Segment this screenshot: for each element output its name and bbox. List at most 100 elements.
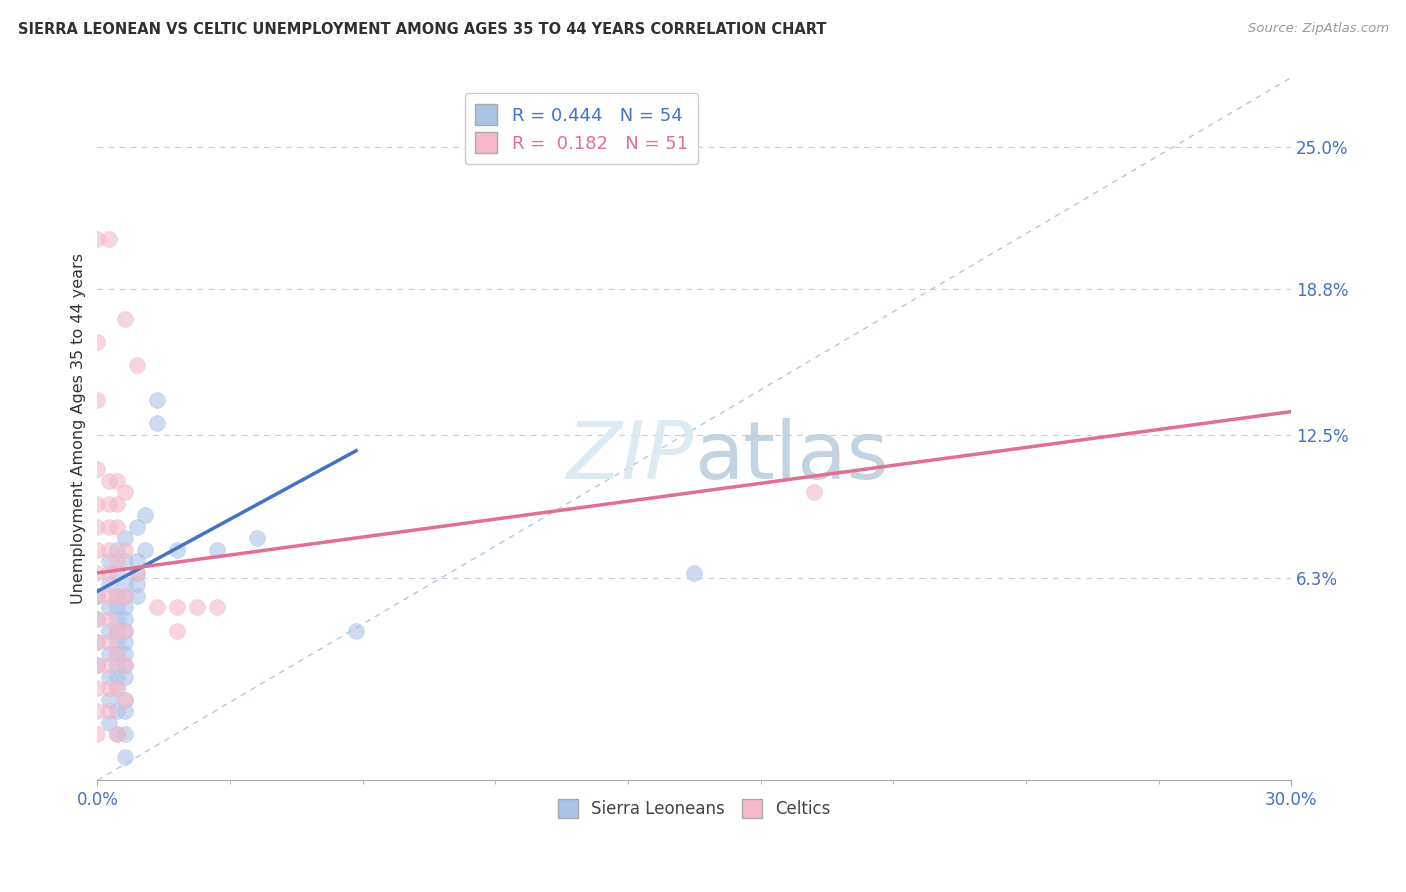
Point — [86, 335, 108, 350]
Point — [114, 554, 136, 568]
Text: atlas: atlas — [695, 418, 889, 496]
Point — [105, 658, 128, 673]
Point — [98, 520, 121, 534]
Point — [114, 727, 136, 741]
Point — [98, 577, 121, 591]
Point — [344, 624, 367, 638]
Point — [146, 600, 169, 615]
Y-axis label: Unemployment Among Ages 35 to 44 years: Unemployment Among Ages 35 to 44 years — [72, 253, 86, 605]
Legend: Sierra Leoneans, Celtics: Sierra Leoneans, Celtics — [551, 792, 837, 825]
Point — [134, 508, 156, 523]
Point — [98, 715, 121, 730]
Point — [166, 624, 188, 638]
Point — [166, 600, 188, 615]
Point — [105, 727, 128, 741]
Point — [86, 497, 108, 511]
Point — [86, 681, 108, 695]
Point — [105, 542, 128, 557]
Point — [127, 589, 149, 603]
Point — [105, 600, 128, 615]
Point — [98, 681, 121, 695]
Point — [98, 647, 121, 661]
Point — [114, 647, 136, 661]
Point — [114, 658, 136, 673]
Point — [105, 624, 128, 638]
Point — [105, 681, 128, 695]
Point — [86, 542, 108, 557]
Point — [86, 612, 108, 626]
Point — [114, 577, 136, 591]
Point — [105, 670, 128, 684]
Point — [127, 520, 149, 534]
Point — [86, 635, 108, 649]
Point — [98, 624, 121, 638]
Point — [114, 532, 136, 546]
Point — [127, 554, 149, 568]
Point — [114, 704, 136, 718]
Point — [86, 658, 108, 673]
Point — [86, 232, 108, 246]
Point — [86, 635, 108, 649]
Point — [105, 681, 128, 695]
Point — [114, 542, 136, 557]
Text: SIERRA LEONEAN VS CELTIC UNEMPLOYMENT AMONG AGES 35 TO 44 YEARS CORRELATION CHAR: SIERRA LEONEAN VS CELTIC UNEMPLOYMENT AM… — [18, 22, 827, 37]
Point — [98, 704, 121, 718]
Point — [105, 624, 128, 638]
Point — [114, 485, 136, 500]
Point — [86, 704, 108, 718]
Point — [105, 554, 128, 568]
Point — [98, 670, 121, 684]
Point — [127, 566, 149, 580]
Point — [205, 542, 228, 557]
Point — [114, 312, 136, 326]
Point — [205, 600, 228, 615]
Point — [105, 497, 128, 511]
Point — [114, 612, 136, 626]
Point — [86, 393, 108, 408]
Point — [134, 542, 156, 557]
Point — [114, 624, 136, 638]
Point — [86, 566, 108, 580]
Point — [114, 692, 136, 706]
Point — [146, 416, 169, 430]
Point — [105, 612, 128, 626]
Point — [127, 359, 149, 373]
Point — [86, 589, 108, 603]
Point — [98, 497, 121, 511]
Point — [86, 589, 108, 603]
Point — [98, 566, 121, 580]
Point — [98, 658, 121, 673]
Point — [127, 577, 149, 591]
Point — [98, 692, 121, 706]
Point — [114, 600, 136, 615]
Point — [105, 647, 128, 661]
Point — [114, 692, 136, 706]
Point — [98, 612, 121, 626]
Point — [114, 750, 136, 764]
Point — [245, 532, 267, 546]
Point — [86, 658, 108, 673]
Point — [114, 658, 136, 673]
Point — [98, 589, 121, 603]
Point — [105, 566, 128, 580]
Point — [166, 542, 188, 557]
Point — [105, 635, 128, 649]
Point — [114, 670, 136, 684]
Point — [98, 600, 121, 615]
Point — [86, 612, 108, 626]
Point — [114, 589, 136, 603]
Point — [86, 727, 108, 741]
Point — [86, 520, 108, 534]
Point — [114, 635, 136, 649]
Point — [98, 474, 121, 488]
Point — [105, 647, 128, 661]
Point — [105, 589, 128, 603]
Point — [114, 624, 136, 638]
Point — [98, 542, 121, 557]
Point — [98, 232, 121, 246]
Point — [98, 635, 121, 649]
Point — [114, 589, 136, 603]
Point — [146, 393, 169, 408]
Point — [127, 566, 149, 580]
Point — [98, 554, 121, 568]
